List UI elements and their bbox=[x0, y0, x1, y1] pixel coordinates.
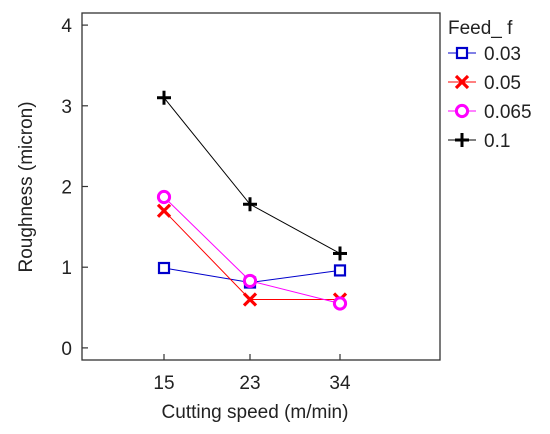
series-layer bbox=[156, 90, 348, 311]
data-point-0-065-34 bbox=[332, 296, 348, 311]
legend-marker bbox=[455, 46, 469, 60]
legend: Feed_ f 0.03 0.05 0.065 0.1 bbox=[448, 18, 532, 152]
y-tick-label: 2 bbox=[61, 178, 72, 199]
legend-item: 0.1 bbox=[448, 131, 510, 152]
legend-item: 0.03 bbox=[448, 44, 521, 65]
legend-item: 0.05 bbox=[448, 73, 521, 94]
y-tick-label: 3 bbox=[61, 97, 72, 118]
x-tick-label: 15 bbox=[153, 373, 174, 394]
x-tick-label: 34 bbox=[329, 373, 351, 394]
legend-marker bbox=[454, 74, 470, 90]
legend-label: 0.1 bbox=[484, 131, 510, 152]
legend-label: 0.03 bbox=[484, 44, 521, 65]
data-point-0-1-15 bbox=[157, 90, 171, 105]
legend-item: 0.065 bbox=[448, 102, 532, 123]
y-tick-label: 1 bbox=[61, 258, 72, 279]
x-tick-label: 23 bbox=[239, 373, 260, 394]
legend-label: 0.05 bbox=[484, 73, 521, 94]
data-point-0-03-15 bbox=[157, 261, 171, 275]
legend-label: 0.065 bbox=[484, 102, 532, 123]
y-axis: 0 1 2 3 4 bbox=[61, 16, 88, 360]
data-point-0-03-34 bbox=[333, 264, 347, 277]
data-point-0-065-15 bbox=[156, 189, 172, 205]
series-line-0-1 bbox=[163, 97, 341, 254]
legend-marker bbox=[454, 103, 470, 119]
y-axis-label: Roughness (micron) bbox=[16, 101, 37, 272]
data-point-0-065-23 bbox=[242, 273, 258, 289]
y-tick-label: 0 bbox=[61, 339, 72, 360]
data-point-0-1-34 bbox=[333, 246, 347, 261]
x-axis-label: Cutting speed (m/min) bbox=[162, 402, 349, 423]
data-point-0-1-23 bbox=[243, 197, 257, 212]
data-point-0-05-15 bbox=[156, 203, 172, 218]
y-tick-label: 4 bbox=[61, 16, 72, 37]
x-axis: 15 23 34 bbox=[153, 354, 351, 394]
data-point-0-05-23 bbox=[242, 292, 258, 307]
legend-title: Feed_ f bbox=[448, 18, 513, 39]
plot-frame bbox=[81, 12, 441, 361]
legend-marker bbox=[455, 133, 469, 147]
